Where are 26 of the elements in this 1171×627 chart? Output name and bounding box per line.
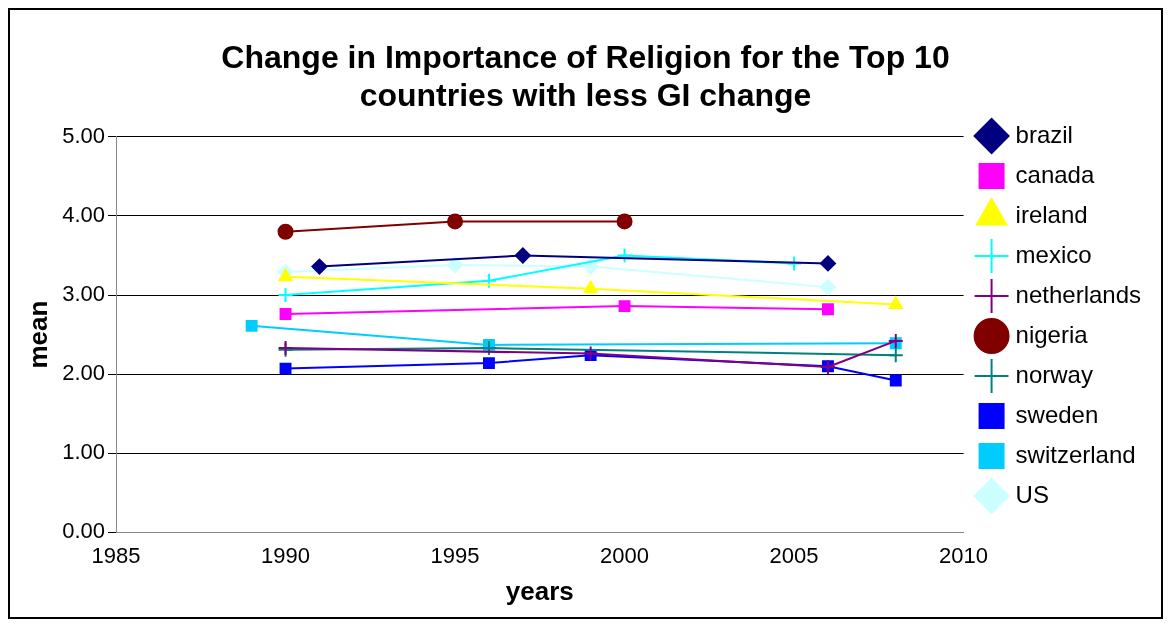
legend-label: canada <box>1015 160 1095 188</box>
y-axis-title: mean <box>22 300 53 369</box>
legend-label: brazil <box>1015 120 1073 148</box>
x-tick-label: 1985 <box>91 542 141 568</box>
legend-label: US <box>1015 480 1049 508</box>
legend-label: sweden <box>1015 400 1099 428</box>
legend-label: ireland <box>1015 200 1088 228</box>
y-tick-label: 3.00 <box>62 281 106 307</box>
text: Change in Importance of Religion for the Top 10 <box>221 39 950 76</box>
x-tick-label: 2010 <box>939 542 989 568</box>
x-tick-label: 2000 <box>600 542 650 568</box>
legend-label: nigeria <box>1015 320 1089 348</box>
legend-label: netherlands <box>1015 280 1142 308</box>
legend-label: norway <box>1015 360 1093 388</box>
x-tick-label: 1990 <box>261 542 311 568</box>
legend-label: switzerland <box>1015 440 1136 468</box>
x-tick-label: 1995 <box>430 542 480 568</box>
text: countries with less GI change <box>359 77 812 114</box>
x-tick-label: 2005 <box>769 542 819 568</box>
y-tick-label: 1.00 <box>62 439 106 465</box>
y-tick-label: 4.00 <box>62 201 106 227</box>
y-tick-label: 0.00 <box>62 518 106 544</box>
x-axis-title: years <box>505 575 574 606</box>
y-tick-label: 5.00 <box>62 122 106 148</box>
y-tick-label: 2.00 <box>62 360 106 386</box>
legend-label: mexico <box>1015 240 1092 268</box>
